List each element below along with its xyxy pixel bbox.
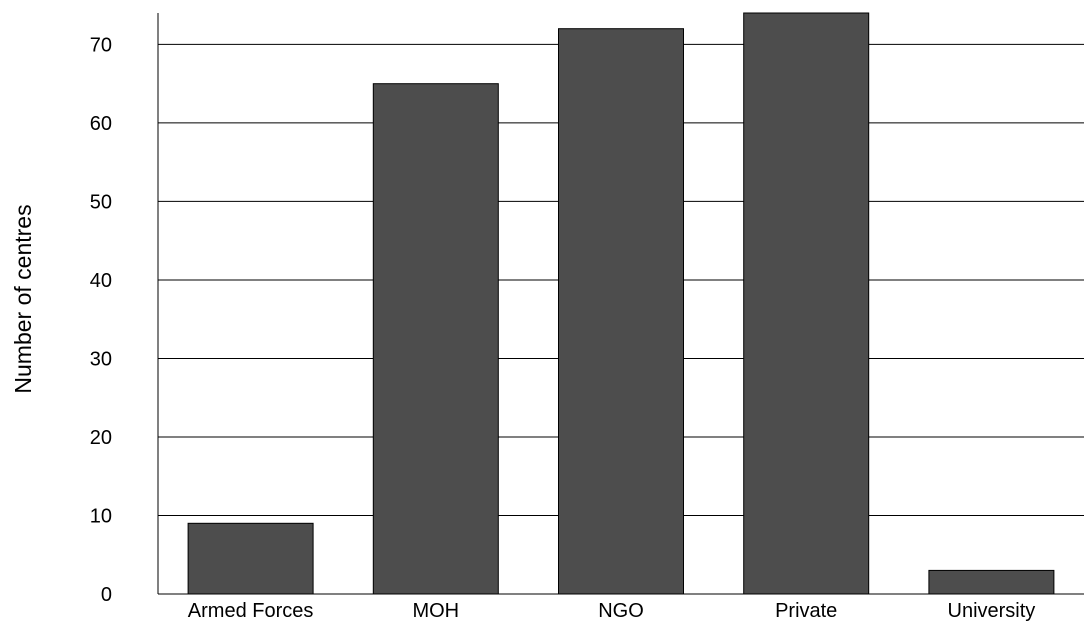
y-tick-label: 70 [90,34,112,56]
bar-private [743,12,870,595]
x-tick-label: University [948,600,1036,622]
y-tick-label: 20 [90,427,112,449]
bar-ngo [558,28,684,595]
bar-university [928,569,1055,595]
y-tick-label: 30 [90,349,112,371]
y-tick-label: 10 [90,506,112,528]
bar-moh [372,83,499,595]
y-tick-label: 40 [90,270,112,292]
x-tick-label: Armed Forces [188,600,314,622]
axes [157,13,1084,595]
x-tick-labels: Armed Forces MOH NGO Private University [188,600,1035,622]
y-tick-label: 60 [90,113,112,135]
y-axis-title: Number of centres [10,204,36,393]
bar-armed-forces [187,522,314,595]
x-tick-label: NGO [598,600,644,622]
bars [187,12,1055,595]
y-tick-label: 0 [101,584,112,606]
x-tick-label: MOH [412,600,459,622]
x-tick-label: Private [775,600,837,622]
y-tick-label: 50 [90,191,112,213]
y-tick-labels: 0 10 20 30 40 50 60 70 [90,34,112,606]
